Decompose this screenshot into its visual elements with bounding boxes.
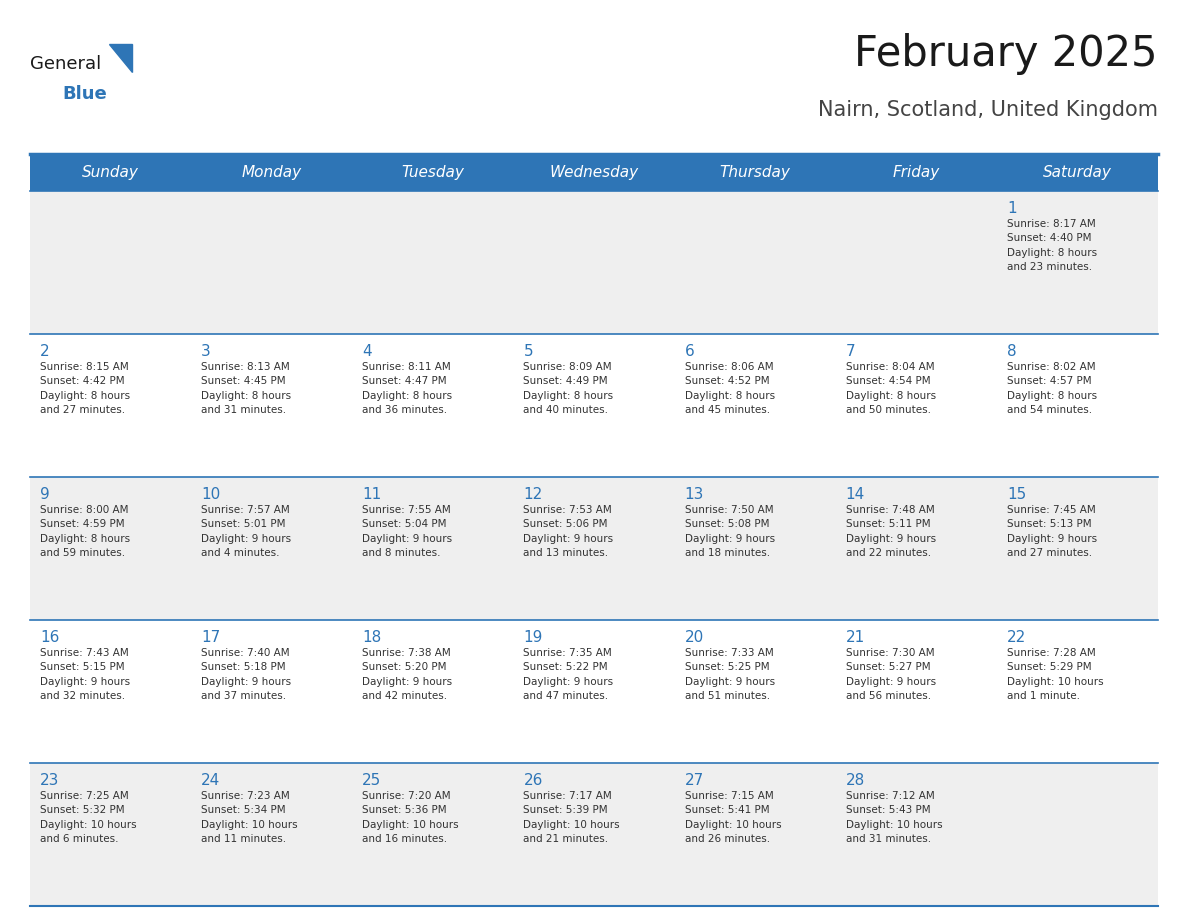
Text: Sunrise: 7:57 AM
Sunset: 5:01 PM
Daylight: 9 hours
and 4 minutes.: Sunrise: 7:57 AM Sunset: 5:01 PM Dayligh… <box>201 505 291 558</box>
Text: 3: 3 <box>201 344 211 359</box>
Text: 24: 24 <box>201 773 221 788</box>
Text: Sunrise: 7:23 AM
Sunset: 5:34 PM
Daylight: 10 hours
and 11 minutes.: Sunrise: 7:23 AM Sunset: 5:34 PM Dayligh… <box>201 791 298 845</box>
Text: Sunrise: 8:11 AM
Sunset: 4:47 PM
Daylight: 8 hours
and 36 minutes.: Sunrise: 8:11 AM Sunset: 4:47 PM Dayligh… <box>362 362 453 415</box>
Text: Sunrise: 7:50 AM
Sunset: 5:08 PM
Daylight: 9 hours
and 18 minutes.: Sunrise: 7:50 AM Sunset: 5:08 PM Dayligh… <box>684 505 775 558</box>
Text: 22: 22 <box>1007 630 1026 645</box>
Text: Sunrise: 8:02 AM
Sunset: 4:57 PM
Daylight: 8 hours
and 54 minutes.: Sunrise: 8:02 AM Sunset: 4:57 PM Dayligh… <box>1007 362 1097 415</box>
Text: 21: 21 <box>846 630 865 645</box>
Text: Monday: Monday <box>241 165 302 180</box>
Text: 18: 18 <box>362 630 381 645</box>
Text: Sunrise: 7:25 AM
Sunset: 5:32 PM
Daylight: 10 hours
and 6 minutes.: Sunrise: 7:25 AM Sunset: 5:32 PM Dayligh… <box>40 791 137 845</box>
Bar <box>30 334 1158 477</box>
Text: Sunrise: 7:35 AM
Sunset: 5:22 PM
Daylight: 9 hours
and 47 minutes.: Sunrise: 7:35 AM Sunset: 5:22 PM Dayligh… <box>524 648 613 701</box>
Text: Sunrise: 8:04 AM
Sunset: 4:54 PM
Daylight: 8 hours
and 50 minutes.: Sunrise: 8:04 AM Sunset: 4:54 PM Dayligh… <box>846 362 936 415</box>
Text: 20: 20 <box>684 630 703 645</box>
Text: 7: 7 <box>846 344 855 359</box>
Text: 14: 14 <box>846 487 865 502</box>
Text: 19: 19 <box>524 630 543 645</box>
Text: Nairn, Scotland, United Kingdom: Nairn, Scotland, United Kingdom <box>819 100 1158 120</box>
Text: 5: 5 <box>524 344 533 359</box>
Text: Sunrise: 7:45 AM
Sunset: 5:13 PM
Daylight: 9 hours
and 27 minutes.: Sunrise: 7:45 AM Sunset: 5:13 PM Dayligh… <box>1007 505 1097 558</box>
Text: 4: 4 <box>362 344 372 359</box>
Bar <box>30 154 1158 191</box>
Text: Sunrise: 7:53 AM
Sunset: 5:06 PM
Daylight: 9 hours
and 13 minutes.: Sunrise: 7:53 AM Sunset: 5:06 PM Dayligh… <box>524 505 613 558</box>
Text: Sunrise: 8:13 AM
Sunset: 4:45 PM
Daylight: 8 hours
and 31 minutes.: Sunrise: 8:13 AM Sunset: 4:45 PM Dayligh… <box>201 362 291 415</box>
Text: Sunrise: 8:09 AM
Sunset: 4:49 PM
Daylight: 8 hours
and 40 minutes.: Sunrise: 8:09 AM Sunset: 4:49 PM Dayligh… <box>524 362 613 415</box>
Text: 8: 8 <box>1007 344 1017 359</box>
Text: Sunrise: 7:55 AM
Sunset: 5:04 PM
Daylight: 9 hours
and 8 minutes.: Sunrise: 7:55 AM Sunset: 5:04 PM Dayligh… <box>362 505 453 558</box>
Text: Saturday: Saturday <box>1043 165 1112 180</box>
Text: 1: 1 <box>1007 201 1017 216</box>
Bar <box>30 763 1158 906</box>
Text: 28: 28 <box>846 773 865 788</box>
Bar <box>30 191 1158 334</box>
Text: 15: 15 <box>1007 487 1026 502</box>
Text: 6: 6 <box>684 344 694 359</box>
Text: 13: 13 <box>684 487 704 502</box>
Text: Sunrise: 7:30 AM
Sunset: 5:27 PM
Daylight: 9 hours
and 56 minutes.: Sunrise: 7:30 AM Sunset: 5:27 PM Dayligh… <box>846 648 936 701</box>
Text: Sunrise: 7:43 AM
Sunset: 5:15 PM
Daylight: 9 hours
and 32 minutes.: Sunrise: 7:43 AM Sunset: 5:15 PM Dayligh… <box>40 648 131 701</box>
Text: 27: 27 <box>684 773 703 788</box>
Text: Sunrise: 7:28 AM
Sunset: 5:29 PM
Daylight: 10 hours
and 1 minute.: Sunrise: 7:28 AM Sunset: 5:29 PM Dayligh… <box>1007 648 1104 701</box>
Text: 9: 9 <box>40 487 50 502</box>
Text: 23: 23 <box>40 773 59 788</box>
Text: 16: 16 <box>40 630 59 645</box>
Text: Sunrise: 8:06 AM
Sunset: 4:52 PM
Daylight: 8 hours
and 45 minutes.: Sunrise: 8:06 AM Sunset: 4:52 PM Dayligh… <box>684 362 775 415</box>
Text: Sunrise: 7:33 AM
Sunset: 5:25 PM
Daylight: 9 hours
and 51 minutes.: Sunrise: 7:33 AM Sunset: 5:25 PM Dayligh… <box>684 648 775 701</box>
Text: 2: 2 <box>40 344 50 359</box>
Text: February 2025: February 2025 <box>854 33 1158 75</box>
Text: Thursday: Thursday <box>720 165 790 180</box>
Text: Wednesday: Wednesday <box>549 165 639 180</box>
Bar <box>30 620 1158 763</box>
Text: Tuesday: Tuesday <box>402 165 465 180</box>
Text: Sunrise: 8:17 AM
Sunset: 4:40 PM
Daylight: 8 hours
and 23 minutes.: Sunrise: 8:17 AM Sunset: 4:40 PM Dayligh… <box>1007 219 1097 273</box>
Text: Sunrise: 7:12 AM
Sunset: 5:43 PM
Daylight: 10 hours
and 31 minutes.: Sunrise: 7:12 AM Sunset: 5:43 PM Dayligh… <box>846 791 942 845</box>
Text: Friday: Friday <box>892 165 940 180</box>
Text: Sunrise: 7:17 AM
Sunset: 5:39 PM
Daylight: 10 hours
and 21 minutes.: Sunrise: 7:17 AM Sunset: 5:39 PM Dayligh… <box>524 791 620 845</box>
Text: Sunday: Sunday <box>82 165 139 180</box>
Text: Sunrise: 8:15 AM
Sunset: 4:42 PM
Daylight: 8 hours
and 27 minutes.: Sunrise: 8:15 AM Sunset: 4:42 PM Dayligh… <box>40 362 131 415</box>
Text: 11: 11 <box>362 487 381 502</box>
Text: 10: 10 <box>201 487 221 502</box>
Text: 17: 17 <box>201 630 221 645</box>
Text: Blue: Blue <box>62 85 107 103</box>
Text: Sunrise: 7:38 AM
Sunset: 5:20 PM
Daylight: 9 hours
and 42 minutes.: Sunrise: 7:38 AM Sunset: 5:20 PM Dayligh… <box>362 648 453 701</box>
Text: Sunrise: 7:15 AM
Sunset: 5:41 PM
Daylight: 10 hours
and 26 minutes.: Sunrise: 7:15 AM Sunset: 5:41 PM Dayligh… <box>684 791 782 845</box>
Text: Sunrise: 7:48 AM
Sunset: 5:11 PM
Daylight: 9 hours
and 22 minutes.: Sunrise: 7:48 AM Sunset: 5:11 PM Dayligh… <box>846 505 936 558</box>
Text: 25: 25 <box>362 773 381 788</box>
Text: Sunrise: 8:00 AM
Sunset: 4:59 PM
Daylight: 8 hours
and 59 minutes.: Sunrise: 8:00 AM Sunset: 4:59 PM Dayligh… <box>40 505 131 558</box>
Bar <box>30 477 1158 620</box>
Text: Sunrise: 7:20 AM
Sunset: 5:36 PM
Daylight: 10 hours
and 16 minutes.: Sunrise: 7:20 AM Sunset: 5:36 PM Dayligh… <box>362 791 459 845</box>
Text: Sunrise: 7:40 AM
Sunset: 5:18 PM
Daylight: 9 hours
and 37 minutes.: Sunrise: 7:40 AM Sunset: 5:18 PM Dayligh… <box>201 648 291 701</box>
Text: 26: 26 <box>524 773 543 788</box>
Polygon shape <box>109 44 132 72</box>
Text: 12: 12 <box>524 487 543 502</box>
Text: General: General <box>30 55 101 73</box>
